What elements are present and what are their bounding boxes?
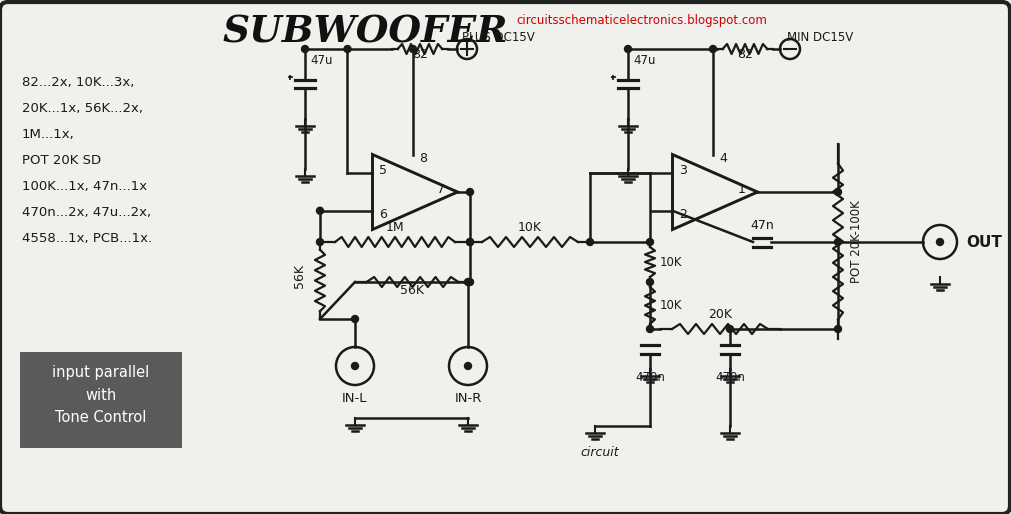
Text: 8: 8	[419, 152, 427, 164]
Text: IN-L: IN-L	[342, 392, 367, 405]
Text: 82...2x, 10K...3x,: 82...2x, 10K...3x,	[22, 76, 134, 88]
Text: 3: 3	[679, 163, 686, 176]
Text: input parallel: input parallel	[53, 364, 150, 379]
Circle shape	[586, 238, 592, 246]
Text: OUT: OUT	[966, 234, 1001, 249]
Text: 6: 6	[379, 208, 387, 221]
Text: 82: 82	[411, 48, 428, 61]
Text: 56K: 56K	[400, 284, 424, 297]
Text: 1M...1x,: 1M...1x,	[22, 127, 75, 140]
Circle shape	[834, 238, 841, 246]
Circle shape	[409, 46, 417, 52]
Circle shape	[834, 325, 841, 333]
Text: 1: 1	[737, 182, 745, 195]
Circle shape	[646, 325, 653, 333]
Circle shape	[466, 279, 473, 285]
Circle shape	[466, 238, 473, 246]
Text: 1M: 1M	[385, 221, 404, 234]
Circle shape	[726, 325, 733, 333]
Text: 2: 2	[679, 208, 686, 221]
Text: MIN DC15V: MIN DC15V	[787, 31, 852, 44]
Text: 5: 5	[379, 163, 387, 176]
Text: 47n: 47n	[749, 219, 773, 232]
FancyBboxPatch shape	[20, 352, 182, 448]
Text: IN-R: IN-R	[454, 392, 481, 405]
Circle shape	[464, 279, 471, 285]
Text: Tone Control: Tone Control	[56, 411, 147, 426]
Circle shape	[301, 46, 308, 52]
Text: 10K: 10K	[518, 221, 542, 234]
Text: 4: 4	[719, 152, 726, 164]
Circle shape	[624, 46, 631, 52]
Circle shape	[935, 238, 942, 246]
Text: 7: 7	[437, 182, 445, 195]
Text: 82: 82	[736, 48, 752, 61]
Circle shape	[466, 238, 473, 246]
Text: circuitsschematicelectronics.blogspot.com: circuitsschematicelectronics.blogspot.co…	[516, 13, 766, 27]
Circle shape	[351, 362, 358, 370]
Text: 10K: 10K	[659, 255, 681, 268]
Text: POT 20K-100K: POT 20K-100K	[849, 200, 862, 283]
Text: 56K: 56K	[293, 264, 306, 287]
Text: SUBWOOFER: SUBWOOFER	[222, 13, 508, 50]
Text: 100K...1x, 47n...1x: 100K...1x, 47n...1x	[22, 179, 147, 193]
Circle shape	[646, 279, 653, 285]
Text: 470n: 470n	[635, 371, 664, 384]
Text: 47u: 47u	[309, 54, 333, 67]
Circle shape	[351, 316, 358, 322]
Circle shape	[834, 189, 841, 195]
Circle shape	[344, 46, 351, 52]
Text: PLUS DC15V: PLUS DC15V	[462, 31, 534, 44]
Text: 10K: 10K	[659, 299, 681, 312]
Text: 20K...1x, 56K...2x,: 20K...1x, 56K...2x,	[22, 101, 143, 115]
Text: 470n...2x, 47u...2x,: 470n...2x, 47u...2x,	[22, 206, 151, 218]
Circle shape	[464, 362, 471, 370]
Text: POT 20K SD: POT 20K SD	[22, 154, 101, 167]
Text: 4558...1x, PCB...1x.: 4558...1x, PCB...1x.	[22, 231, 152, 245]
Circle shape	[646, 238, 653, 246]
Text: 470n: 470n	[715, 371, 744, 384]
Circle shape	[466, 189, 473, 195]
Text: with: with	[85, 388, 116, 402]
Circle shape	[316, 207, 324, 214]
Circle shape	[709, 46, 716, 52]
Circle shape	[316, 238, 324, 246]
Text: circuit: circuit	[580, 446, 619, 459]
Text: 47u: 47u	[632, 54, 655, 67]
Text: 20K: 20K	[708, 308, 731, 321]
